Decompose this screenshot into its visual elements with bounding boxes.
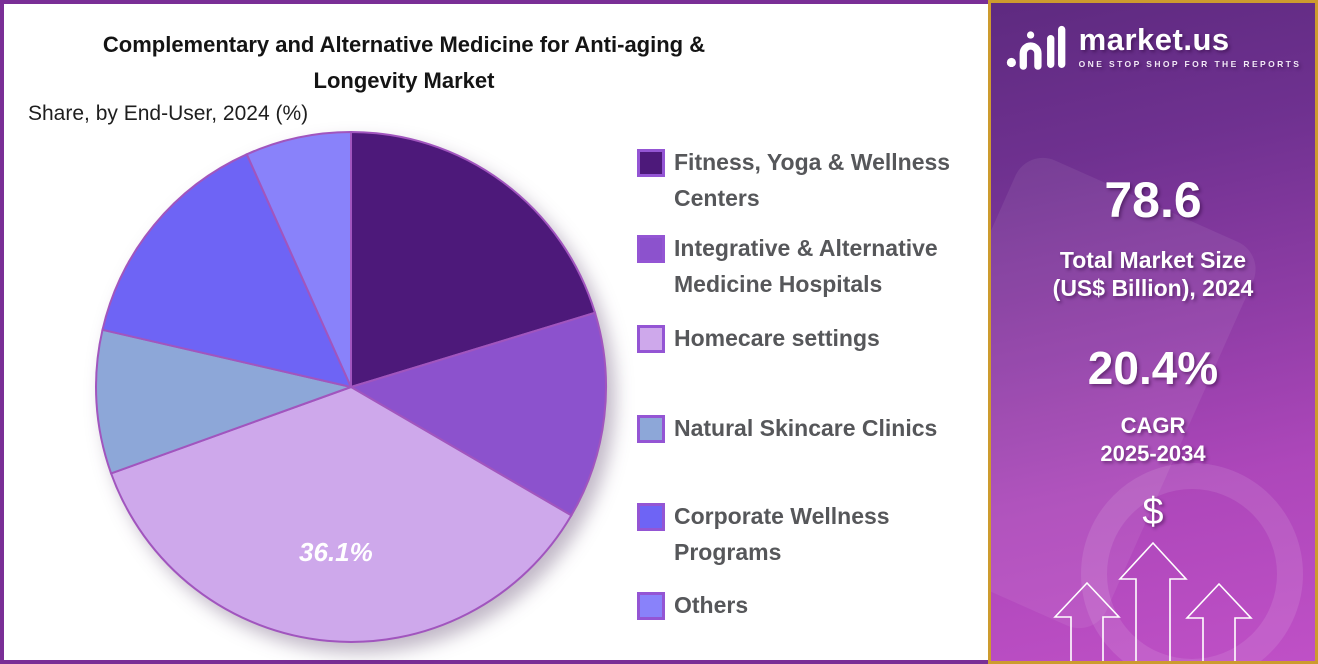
growth-arrows-icon (1053, 541, 1253, 661)
market-size-label-line2: (US$ Billion), 2024 (1052, 275, 1254, 301)
pie-legend: Fitness, Yoga & Wellness Centers Integrat… (637, 4, 982, 664)
legend-label: Others (674, 592, 749, 618)
legend-label: Fitness, Yoga & Wellness Centers (674, 149, 951, 211)
legend-item: Integrative & Alternative Medicine Hospi… (637, 230, 974, 302)
logo-text-block: market.us ONE STOP SHOP FOR THE REPORTS (1079, 24, 1302, 69)
legend-label: Corporate Wellness Programs (674, 503, 890, 565)
pie-slice (95, 328, 355, 475)
pie-slice (348, 311, 607, 517)
legend-swatch-icon (637, 592, 665, 620)
cagr-label-line1: CAGR (1120, 413, 1186, 438)
pie-slice (350, 130, 597, 389)
market-size-value: 78.6 (1104, 172, 1202, 228)
cagr-value: 20.4% (1087, 342, 1219, 394)
sidebar: market.us ONE STOP SHOP FOR THE REPORTS … (988, 0, 1318, 664)
dollar-icon: $ (1142, 491, 1164, 533)
chart-subtitle: Share, by End-User, 2024 (%) (28, 102, 309, 125)
legend-item: Natural Skincare Clinics (637, 410, 974, 446)
legend-swatch-icon (637, 149, 665, 177)
pie-slice (109, 385, 573, 643)
pie-chart: 36.1% (95, 130, 607, 643)
legend-swatch-icon (637, 235, 665, 263)
legend-swatch-icon (637, 415, 665, 443)
logo-wordmark: market.us (1078, 21, 1230, 57)
logo-tagline: ONE STOP SHOP FOR THE REPORTS (1078, 58, 1302, 69)
legend-item: Corporate Wellness Programs (637, 498, 974, 570)
pie-slice (245, 130, 352, 388)
legend-label: Integrative & Alternative Medicine Hospi… (674, 235, 938, 297)
legend-item: Others (637, 587, 974, 623)
legend-item: Homecare settings (637, 320, 974, 356)
pie-slice (101, 152, 353, 389)
marketus-logo-icon (1006, 25, 1066, 70)
legend-swatch-icon (637, 503, 665, 531)
cagr-label-line2: 2025-2034 (1100, 441, 1206, 466)
brand-logo: market.us ONE STOP SHOP FOR THE REPORTS (991, 21, 1315, 71)
pie-slice-data-label: 36.1% (299, 537, 373, 567)
legend-label: Homecare settings (674, 325, 880, 351)
legend-swatch-icon (637, 325, 665, 353)
chart-title-line2: Longevity Market (313, 68, 495, 93)
legend-item: Fitness, Yoga & Wellness Centers (637, 144, 974, 216)
legend-label: Natural Skincare Clinics (674, 415, 938, 441)
chart-title-line1: Complementary and Alternative Medicine f… (102, 32, 706, 57)
market-size-label-line1: Total Market Size (1059, 247, 1247, 273)
